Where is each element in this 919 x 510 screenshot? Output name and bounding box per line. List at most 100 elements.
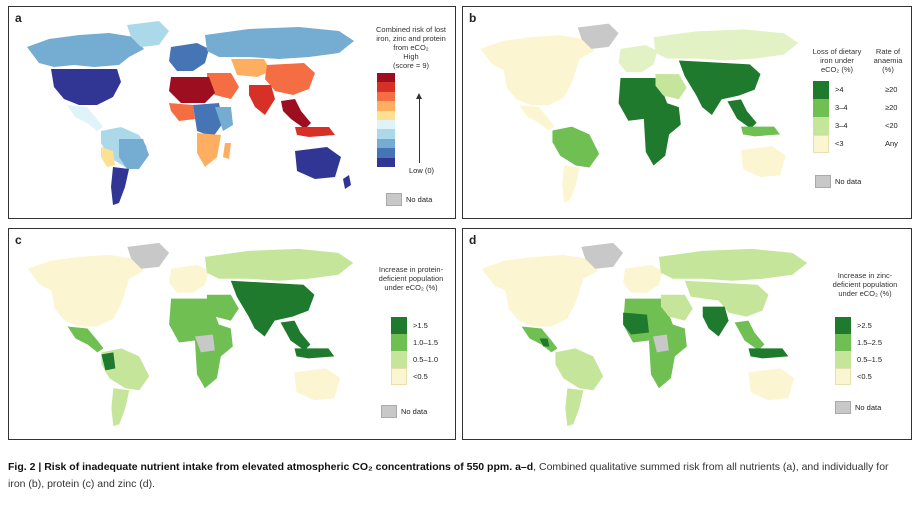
legend-label-c: 1.0–1.5 — [413, 337, 439, 347]
region-usa — [51, 69, 121, 105]
region-australia-b — [741, 146, 786, 178]
region-africa-nodata-c — [194, 334, 215, 353]
region-north-africa — [169, 77, 215, 103]
nodata-label-c: No data — [401, 407, 428, 416]
region-brazil — [119, 139, 149, 169]
legend-low-a: Low (0) — [409, 166, 435, 175]
legend-label-b: 3–4 — [835, 121, 848, 130]
world-map-c — [27, 242, 354, 427]
region-argentina-d — [565, 388, 584, 427]
region-south-america-d — [555, 348, 604, 391]
panel-letter-d: d — [469, 233, 477, 247]
legend-col1-title-b: Loss of dietary iron under eCO₂ (%) — [812, 47, 862, 74]
caption-title: Risk of inadequate nutrient intake from … — [44, 461, 513, 473]
region-central-america-c — [67, 326, 104, 353]
region-peru-c — [101, 352, 116, 371]
region-middle-east-b — [655, 74, 687, 100]
region-middle-east-d — [660, 294, 693, 321]
region-central-america — [67, 105, 103, 131]
region-central-america-b — [519, 105, 555, 131]
legend-col2-title-b: Rate of anaemia (%) — [873, 47, 903, 74]
nodata-swatch-a — [386, 193, 402, 206]
legend-title-a: Combined risk of lost iron, zinc and pro… — [375, 25, 447, 52]
scale-step-a — [377, 110, 395, 121]
region-russia-d — [658, 248, 808, 281]
region-russia-b — [653, 29, 799, 61]
caption-range-label: a–d — [515, 461, 534, 473]
region-west-africa-d — [623, 312, 649, 335]
region-argentina-b — [562, 165, 580, 203]
legend-b-col1: Loss of dietary iron under eCO₂ (%) — [811, 47, 863, 74]
region-indonesia — [295, 127, 335, 137]
legend-label-d: >2.5 — [857, 320, 872, 330]
legend-swatch-d — [835, 351, 851, 368]
legend-label-d: 0.5–1.5 — [857, 354, 883, 364]
region-russia — [205, 27, 354, 59]
region-europe-b — [618, 44, 658, 73]
world-map-b — [480, 23, 799, 203]
region-argentina — [111, 167, 129, 205]
panel-letter-b: b — [469, 11, 477, 25]
nodata-swatch-c — [381, 405, 397, 418]
region-guatemala-d — [539, 338, 550, 347]
legend-label2-b: <20 — [885, 121, 898, 130]
region-madagascar — [223, 143, 231, 159]
scale-step-a — [377, 73, 395, 83]
region-south-america-b — [552, 126, 600, 168]
panel-d: d Increase in zinc-deficient population … — [462, 228, 912, 440]
figure-caption: Fig. 2 | Risk of inadequate nutrient int… — [8, 459, 908, 493]
legend-label-d: 1.5–2.5 — [857, 337, 883, 347]
panel-b: b Loss of dietary iron under eCO₂ (%) Ra… — [462, 6, 912, 219]
region-australia-c — [294, 368, 341, 401]
legend-swatch-c — [391, 351, 407, 368]
arrow-up-icon — [416, 93, 422, 99]
region-greenland — [127, 21, 169, 47]
region-se-asia — [281, 99, 311, 129]
legend-label-c: 0.5–1.0 — [413, 354, 439, 364]
region-asia-b — [678, 60, 761, 115]
nodata-swatch-b — [815, 175, 831, 188]
continents-a — [27, 21, 354, 205]
legend-swatch-c — [391, 334, 407, 351]
region-central-america-d — [521, 326, 558, 353]
region-se-asia-b — [727, 99, 757, 129]
world-map-d — [481, 242, 808, 427]
nodata-label-a: No data — [406, 195, 433, 204]
legend-label-b: 3–4 — [835, 103, 848, 112]
legend-high-a: High — [403, 52, 419, 61]
arrow-line-a — [419, 97, 420, 163]
legend-swatch-b — [813, 81, 829, 99]
region-asia-d — [684, 280, 769, 317]
world-map-a — [27, 21, 354, 205]
legend-swatch-b — [813, 99, 829, 117]
scale-step-a — [377, 129, 395, 140]
region-europe — [169, 43, 209, 71]
panel-letter-a: a — [15, 11, 22, 25]
caption-fig-label: Fig. 2 | — [8, 461, 42, 473]
legend-swatch-b — [813, 117, 829, 135]
legend-title-d: Increase in zinc-deficient population un… — [832, 271, 898, 298]
region-middle-east — [207, 73, 239, 99]
legend-d: Increase in zinc-deficient population un… — [825, 271, 905, 298]
region-asia-c — [230, 280, 315, 337]
region-europe-c — [169, 264, 209, 293]
legend-label-c: <0.5 — [413, 371, 428, 381]
legend-swatch-b — [813, 135, 829, 153]
region-peru — [101, 147, 115, 167]
nodata-swatch-d — [835, 401, 851, 414]
panel-letter-c: c — [15, 233, 22, 247]
scale-step-a — [377, 120, 395, 130]
legend-c: Increase in protein-deficient population… — [371, 265, 451, 292]
region-north-america-d — [481, 254, 599, 327]
region-southern-africa — [197, 133, 221, 167]
region-africa-nodata-d — [652, 334, 669, 353]
scale-step-a — [377, 91, 395, 102]
scale-step-a — [377, 82, 395, 93]
region-europe-d — [623, 264, 663, 293]
legend-label-b: >4 — [835, 85, 844, 94]
region-india-d — [702, 306, 729, 337]
legend-swatch-d — [835, 334, 851, 351]
color-scale-a — [377, 73, 395, 168]
region-greenland-d — [581, 242, 624, 269]
region-australia — [295, 147, 341, 179]
